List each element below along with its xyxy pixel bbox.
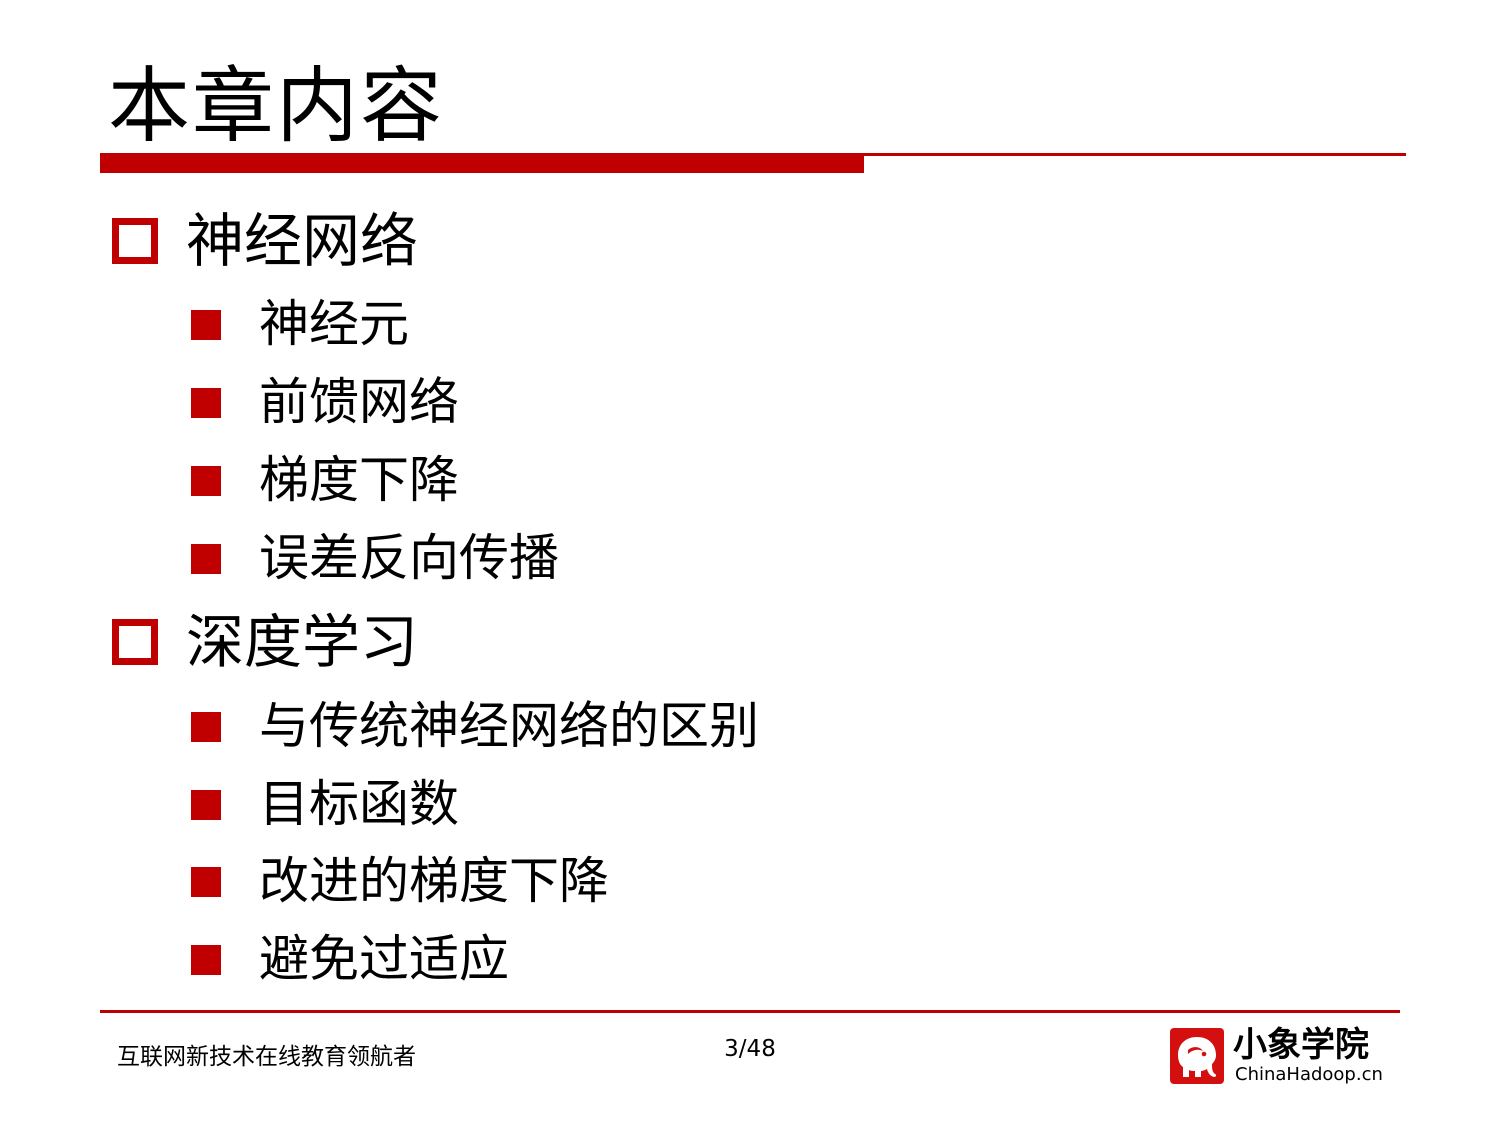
page-number: 3/48 bbox=[724, 1036, 776, 1062]
bullet-square-filled-icon bbox=[191, 945, 221, 975]
bullet-square-filled-icon bbox=[191, 790, 221, 820]
bullet-square-filled-icon bbox=[191, 712, 221, 742]
elephant-icon bbox=[1170, 1028, 1224, 1084]
bullet-square-filled-icon bbox=[191, 544, 221, 574]
logo: 小象学院 ChinaHadoop.cn bbox=[1170, 1025, 1395, 1088]
logo-name: 小象学院 bbox=[1233, 1025, 1369, 1065]
list-item: 目标函数 bbox=[259, 775, 459, 833]
logo-domain: ChinaHadoop.cn bbox=[1235, 1064, 1383, 1085]
bullet-square-filled-icon bbox=[191, 310, 221, 340]
bullet-square-filled-icon bbox=[191, 466, 221, 496]
footer-slogan: 互联网新技术在线教育领航者 bbox=[117, 1044, 416, 1070]
list-item: 改进的梯度下降 bbox=[259, 852, 609, 910]
title-rule-accent bbox=[100, 155, 864, 173]
bullet-square-outline-icon bbox=[112, 218, 158, 264]
slide-title: 本章内容 bbox=[108, 59, 445, 154]
footer-rule bbox=[100, 1010, 1400, 1013]
section-heading: 神经网络 bbox=[186, 207, 419, 275]
title-rule bbox=[100, 153, 1406, 156]
bullet-square-filled-icon bbox=[191, 867, 221, 897]
section-heading: 深度学习 bbox=[186, 608, 419, 676]
list-item: 梯度下降 bbox=[259, 451, 459, 509]
bullet-square-filled-icon bbox=[191, 388, 221, 418]
bullet-square-outline-icon bbox=[112, 619, 158, 665]
list-item: 神经元 bbox=[259, 295, 409, 353]
list-item: 避免过适应 bbox=[259, 930, 509, 988]
list-item: 前馈网络 bbox=[259, 373, 459, 431]
list-item: 误差反向传播 bbox=[259, 529, 559, 587]
list-item: 与传统神经网络的区别 bbox=[259, 697, 759, 755]
